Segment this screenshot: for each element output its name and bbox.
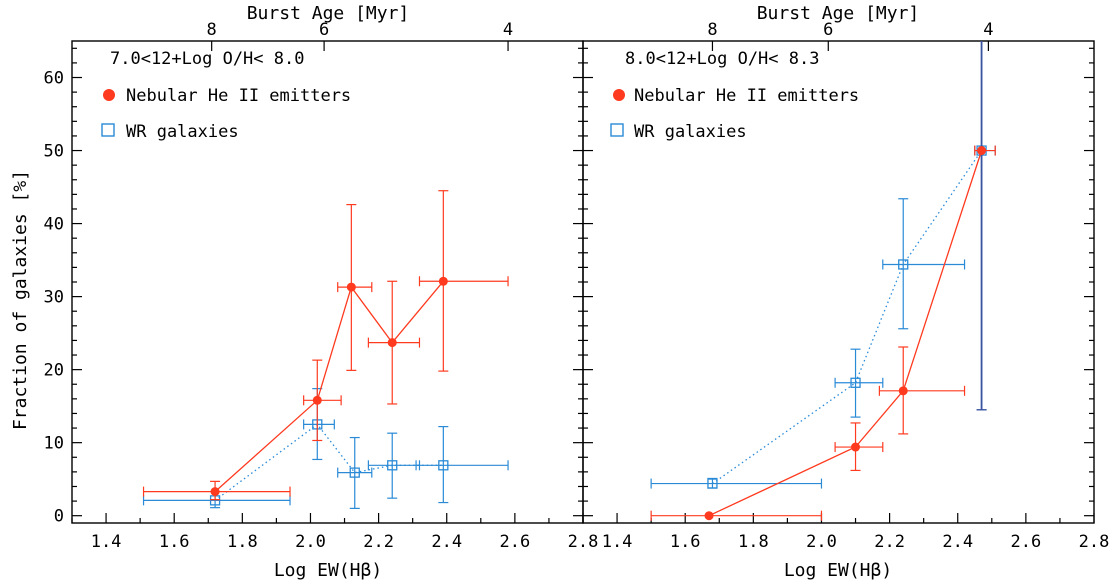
left-nebular-point	[337, 203, 373, 371]
right-top-axis-title: Burst Age [Myr]	[757, 3, 920, 24]
right-annotation: 8.0<12+Log O/H< 8.3	[625, 49, 819, 69]
right-wr-line	[712, 150, 983, 485]
left-nebular-marker	[387, 338, 397, 348]
left-axes: 1.4 1.6 1.8 2.0 2.2 2.4 2.6 2.8 0 10 20 30 40 50 60 8 6 4	[44, 20, 599, 552]
right-wr-marker	[707, 478, 718, 489]
left-y-tick-label: 50	[44, 142, 64, 162]
right-panel-frame	[582, 40, 1095, 524]
left-wr-marker	[438, 460, 449, 471]
right-legend-wr-label: WR galaxies	[634, 122, 747, 142]
left-panel-frame	[71, 40, 584, 524]
left-wr-line	[214, 423, 444, 501]
right-top-tick-label: 8	[707, 20, 717, 40]
right-x-tick-label: 2.2	[874, 532, 905, 552]
right-nebular-marker	[977, 146, 987, 156]
right-wr-point	[974, 41, 996, 411]
left-nebular-marker	[210, 487, 220, 497]
left-top-axis-title: Burst Age [Myr]	[247, 3, 410, 24]
left-x-tick-label: 2.6	[500, 532, 531, 552]
right-axes: 1.4 1.6 1.8 2.0 2.2 2.4 2.6 2.8 8 6 4	[582, 20, 1110, 552]
right-x-tick-label: 2.8	[1079, 532, 1110, 552]
right-x-tick-label: 2.6	[1011, 532, 1042, 552]
right-wr-point	[882, 198, 966, 330]
left-legend-nebular-label: Nebular He II emitters	[126, 86, 351, 106]
right-x-tick-label: 1.8	[738, 532, 769, 552]
left-wr-point	[415, 426, 509, 504]
left-panel: Burst Age [Myr] Log EW(Hβ) 7.0<12+Log O/…	[44, 3, 599, 581]
right-wr-point	[650, 477, 823, 489]
left-nebular-point	[367, 280, 421, 405]
left-x-tick-label: 2.0	[295, 532, 326, 552]
right-x-tick-label: 1.4	[602, 532, 633, 552]
y-axis-title: Fraction of galaxies [%]	[10, 170, 31, 430]
left-y-tick-label: 40	[44, 215, 64, 235]
right-nebular-marker	[704, 511, 714, 521]
right-nebular-marker	[851, 442, 861, 452]
right-nebular-line	[708, 150, 983, 517]
right-wr-marker	[898, 259, 909, 270]
right-nebular-point	[878, 346, 966, 435]
left-wr-marker	[349, 467, 360, 478]
right-wr-marker	[850, 377, 861, 388]
left-legend-wr-label: WR galaxies	[126, 122, 239, 142]
right-top-tick-label: 6	[823, 20, 833, 40]
right-wr-point	[834, 348, 884, 418]
left-y-tick-label: 20	[44, 361, 64, 381]
left-nebular-line	[214, 280, 444, 493]
left-x-tick-label: 2.8	[568, 532, 599, 552]
right-nebular-point	[834, 422, 884, 472]
left-x-tick-label: 1.4	[91, 532, 122, 552]
right-panel: Burst Age [Myr] Log EW(Hβ) 8.0<12+Log O/…	[582, 3, 1110, 581]
right-nebular-marker	[898, 386, 908, 396]
left-legend-wr-marker	[101, 123, 115, 137]
right-x-tick-label: 2.0	[806, 532, 837, 552]
right-x-tick-label: 1.6	[670, 532, 701, 552]
left-nebular-point	[418, 190, 509, 372]
right-nebular-point	[650, 510, 823, 521]
left-nebular-point	[303, 359, 342, 442]
left-nebular-marker	[438, 276, 448, 286]
left-wr-point	[367, 432, 421, 499]
left-annotation: 7.0<12+Log O/H< 8.0	[110, 49, 304, 69]
right-legend-nebular-marker	[613, 89, 625, 101]
left-top-tick-label: 6	[319, 20, 329, 40]
right-plot-area	[650, 41, 996, 521]
left-x-tick-label: 1.6	[159, 532, 190, 552]
left-x-axis-title: Log EW(Hβ)	[274, 560, 382, 581]
left-y-tick-label: 30	[44, 288, 64, 308]
left-y-tick-label: 10	[44, 434, 64, 454]
right-legend-nebular-label: Nebular He II emitters	[634, 86, 859, 106]
left-nebular-point	[142, 480, 291, 501]
right-x-axis-title: Log EW(Hβ)	[784, 560, 892, 581]
left-top-tick-label: 8	[207, 20, 217, 40]
right-top-tick-label: 4	[983, 20, 993, 40]
right-nebular-point	[974, 41, 996, 411]
left-y-tick-label: 0	[54, 507, 64, 527]
left-nebular-marker	[312, 395, 322, 405]
left-top-tick-label: 4	[503, 20, 513, 40]
left-plot-area	[142, 190, 509, 509]
left-nebular-marker	[346, 282, 356, 292]
right-legend-wr-marker	[610, 123, 624, 137]
left-wr-marker	[387, 460, 398, 471]
left-x-tick-label: 1.8	[227, 532, 258, 552]
left-wr-point	[337, 436, 373, 509]
left-x-tick-label: 2.2	[363, 532, 394, 552]
left-legend-nebular-marker	[103, 89, 115, 101]
left-y-tick-label: 60	[44, 69, 64, 89]
right-x-tick-label: 2.4	[942, 532, 973, 552]
left-x-tick-label: 2.4	[431, 532, 462, 552]
